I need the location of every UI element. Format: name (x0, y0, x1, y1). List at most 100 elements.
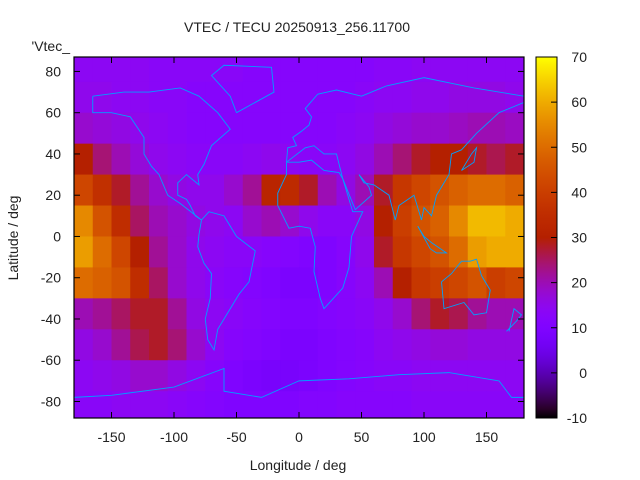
heatmap-cell (167, 143, 188, 176)
heatmap-cell (374, 329, 394, 361)
colorbar-axis: -10 0 10 20 30 40 50 60 70 (551, 49, 587, 426)
heatmap-cell (336, 81, 356, 114)
heatmap-cell (449, 329, 469, 361)
heatmap-cell (411, 236, 431, 269)
heatmap-cell (242, 391, 263, 418)
heatmap-cell (411, 205, 431, 238)
heatmap-cell (205, 267, 225, 299)
coastlines (74, 64, 524, 398)
heatmap-cell (467, 329, 488, 361)
heatmap-cell (374, 81, 394, 114)
heatmap-cell (280, 174, 300, 207)
heatmap-cell (374, 205, 394, 238)
heatmap-cell (411, 267, 431, 299)
heatmap-cell (355, 57, 375, 83)
heatmap-cell (111, 267, 131, 299)
heatmap-cell (336, 57, 356, 83)
heatmap-cell (167, 329, 188, 361)
heatmap-cell (299, 236, 319, 269)
heatmap-cell (336, 329, 356, 361)
heatmap-cell (261, 391, 281, 418)
coastline (441, 258, 491, 316)
heatmap-cell (186, 298, 206, 330)
heatmap-cell (149, 205, 169, 238)
heatmap-cell (261, 360, 281, 392)
heatmap-cell (317, 143, 338, 176)
heatmap-cell (430, 236, 450, 269)
heatmap-cell (74, 112, 94, 145)
heatmap-cell (280, 112, 300, 145)
heatmap-cell (467, 57, 488, 83)
heatmap-cell (205, 298, 225, 330)
heatmap-cell (392, 267, 413, 299)
heatmap-cell (336, 391, 356, 418)
heatmap-cell (242, 360, 263, 392)
heatmap-cell (111, 57, 131, 83)
heatmap-cell (167, 391, 188, 418)
coastline (92, 87, 231, 221)
heatmap-cell (355, 81, 375, 114)
heatmap-cell (336, 267, 356, 299)
coastline (286, 77, 524, 221)
heatmap-cell (242, 298, 263, 330)
heatmap-cell (92, 329, 113, 361)
heatmap-cell (224, 57, 244, 83)
heatmap-cell (486, 57, 506, 83)
heatmap-cell (486, 360, 506, 392)
heatmap-cell (299, 174, 319, 207)
heatmap-cell (205, 236, 225, 269)
heatmap-cell (430, 205, 450, 238)
heatmap-cell (374, 391, 394, 418)
heatmap-cell (392, 205, 413, 238)
x-tick-label: -100 (160, 429, 188, 445)
heatmap-cell (336, 143, 356, 176)
heatmap-cell (374, 267, 394, 299)
heatmap-cell (430, 143, 450, 176)
heatmap-cell (336, 112, 356, 145)
heatmap-cell (130, 57, 150, 83)
colorbar-tick-label: 0 (579, 365, 587, 381)
heatmap-cell (242, 205, 263, 238)
heatmap-cell (392, 329, 413, 361)
heatmap-cell (486, 81, 506, 114)
heatmap-cell (486, 298, 506, 330)
heatmap-cell (280, 267, 300, 299)
heatmap-cell (505, 298, 524, 330)
y-tick-label: 80 (45, 63, 61, 79)
coastline (417, 225, 448, 254)
heatmap-cell (261, 298, 281, 330)
heatmap-cell (355, 236, 375, 269)
heatmap-cell (261, 205, 281, 238)
x-tick-label: 50 (354, 429, 370, 445)
heatmap-cell (430, 329, 450, 361)
heatmap-cell (505, 205, 524, 238)
heatmap-cell (149, 112, 169, 145)
heatmap-cell (374, 236, 394, 269)
heatmap-cell (261, 267, 281, 299)
heatmap-cell (392, 360, 413, 392)
heatmap-cell (92, 391, 113, 418)
heatmap-cell (186, 81, 206, 114)
heatmap-cell (392, 112, 413, 145)
heatmap-cell (317, 174, 338, 207)
heatmap-cell (242, 81, 263, 114)
heatmap-cell (186, 57, 206, 83)
heatmap-cell (392, 174, 413, 207)
chart-title: VTEC / TECU 20250913_256.11700 (184, 19, 410, 35)
heatmap-cell (111, 112, 131, 145)
heatmap-cell (167, 57, 188, 83)
y-tick-label: -80 (41, 393, 61, 409)
heatmap-cell (111, 236, 131, 269)
heatmap-cell (111, 174, 131, 207)
colorbar-tick-label: -10 (567, 410, 587, 426)
heatmap-cell (130, 391, 150, 418)
heatmap-cell (74, 236, 94, 269)
heatmap-cell (449, 205, 469, 238)
heatmap-cell (467, 205, 488, 238)
heatmap-cell (111, 81, 131, 114)
heatmap-cell (186, 236, 206, 269)
heatmap-cell (186, 143, 206, 176)
legend-entry: 'Vtec_ (32, 38, 71, 54)
heatmap-cell (205, 205, 225, 238)
y-tick-label: -60 (41, 352, 61, 368)
